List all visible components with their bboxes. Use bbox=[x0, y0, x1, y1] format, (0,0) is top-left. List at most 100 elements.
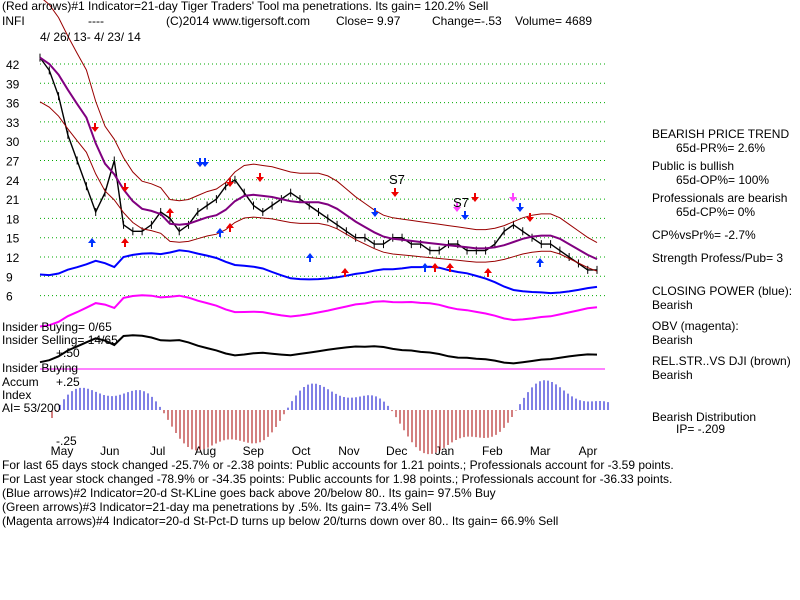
relstr-label: REL.STR..VS DJI (brown) bbox=[652, 354, 791, 368]
distribution-label: Bearish Distribution bbox=[652, 410, 757, 424]
footer-blue-arrows: (Blue arrows)#2 Indicator=20-d St-KLine … bbox=[2, 486, 496, 500]
y-tick-label: 18 bbox=[6, 212, 20, 226]
insider-selling: Insider Selling= 14/65 bbox=[2, 333, 118, 347]
down-arrow-head bbox=[526, 217, 534, 222]
up-arrow-head bbox=[226, 223, 234, 228]
relstr-value: Bearish bbox=[652, 368, 693, 382]
y-tick-label: 39 bbox=[6, 77, 20, 91]
x-month-label: Dec bbox=[386, 444, 407, 458]
x-month-label: Aug bbox=[195, 444, 216, 458]
y-tick-label: 15 bbox=[6, 232, 20, 246]
ticker-symbol: INFI bbox=[2, 14, 25, 28]
x-month-label: Feb bbox=[482, 444, 503, 458]
y-tick-label: 30 bbox=[6, 135, 20, 149]
down-arrow-head bbox=[91, 127, 99, 132]
up-arrow-head bbox=[431, 263, 439, 268]
y-tick-label: 9 bbox=[6, 270, 13, 284]
signal-arrows bbox=[88, 123, 544, 277]
y-tick-label: 21 bbox=[6, 193, 20, 207]
insider-buying-label: Insider Buying bbox=[2, 361, 79, 375]
accum-plus25: +.25 bbox=[56, 375, 80, 389]
volume-value: Volume= 4689 bbox=[515, 14, 593, 28]
close-value: Close= 9.97 bbox=[336, 14, 401, 28]
down-arrow-head bbox=[201, 162, 209, 167]
op-value: 65d-OP%= 100% bbox=[676, 173, 770, 187]
ip-value: IP= -.209 bbox=[676, 422, 726, 436]
change-value: Change=-.53 bbox=[432, 14, 502, 28]
upper-band bbox=[43, 0, 598, 244]
footer-year: For Last year stock changed -78.9% or -3… bbox=[2, 472, 673, 486]
x-axis-months: May Jun Jul Aug Sep Oct Nov Dec Jan Feb Mar Apr bbox=[51, 444, 598, 458]
ma-line bbox=[39, 56, 598, 261]
prof-bearish: Professionals are bearish bbox=[652, 191, 788, 205]
s7-annotation: S7 bbox=[453, 195, 469, 210]
y-tick-label: 24 bbox=[6, 174, 20, 188]
footer-green-arrows: (Green arrows)#3 Indicator=21-day ma pen… bbox=[2, 500, 432, 514]
index-label: Index bbox=[2, 388, 32, 402]
header-indicator-line: (Red arrows)#1 Indicator=21-day Tiger Tr… bbox=[2, 0, 489, 13]
y-tick-label: 12 bbox=[6, 251, 20, 265]
down-arrow-head bbox=[509, 197, 517, 202]
trend-label: BEARISH PRICE TREND bbox=[652, 127, 790, 141]
strength-value: Strength Profess/Pub= 3 bbox=[652, 251, 784, 265]
accum-label: Accum bbox=[2, 375, 39, 389]
obv-line bbox=[39, 294, 598, 328]
date-range: 4/ 26/ 13- 4/ 23/ 14 bbox=[40, 30, 141, 44]
up-arrow-head bbox=[484, 268, 492, 273]
price-gridlines bbox=[40, 63, 605, 297]
pr-value: 65d-PR%= 2.6% bbox=[676, 141, 766, 155]
x-month-label: Sep bbox=[243, 444, 265, 458]
public-bullish: Public is bullish bbox=[652, 159, 735, 173]
lower-band bbox=[39, 101, 598, 272]
header-dashes: ---- bbox=[88, 14, 104, 28]
footer-magenta-arrows: (Magenta arrows)#4 Indicator=20-d St-Pct… bbox=[2, 514, 559, 528]
closing-power-label: CLOSING POWER (blue): bbox=[652, 284, 793, 298]
x-month-label: Jul bbox=[150, 444, 165, 458]
y-tick-label: 6 bbox=[6, 290, 13, 304]
copyright-text: (C)2014 www.tigersoft.com bbox=[166, 14, 311, 28]
down-arrow-head bbox=[256, 177, 264, 182]
obv-value: Bearish bbox=[652, 333, 693, 347]
up-arrow-head bbox=[306, 253, 314, 258]
insider-buying-fraction: Insider Buying= 0/65 bbox=[2, 320, 112, 334]
accum-index-bars bbox=[51, 380, 609, 455]
y-tick-label: 33 bbox=[6, 116, 20, 130]
y-tick-label: 27 bbox=[6, 155, 20, 169]
x-month-label: Jun bbox=[100, 444, 119, 458]
down-arrow-head bbox=[391, 192, 399, 197]
up-arrow-head bbox=[446, 263, 454, 268]
y-axis-ticks: 42 39 36 33 30 27 24 21 18 15 12 9 6 bbox=[6, 58, 20, 304]
down-arrow-head bbox=[226, 182, 234, 187]
ai-value: AI= 53/200 bbox=[2, 401, 61, 415]
down-arrow-head bbox=[471, 197, 479, 202]
down-arrow-head bbox=[453, 207, 461, 212]
up-arrow-head bbox=[536, 258, 544, 263]
accum-plus50: +.50 bbox=[56, 346, 80, 360]
accum-minus25: -.25 bbox=[56, 434, 77, 448]
down-arrow-head bbox=[371, 212, 379, 217]
down-arrow-head bbox=[516, 207, 524, 212]
up-arrow-head bbox=[421, 263, 429, 268]
closing-power-value: Bearish bbox=[652, 298, 693, 312]
y-tick-label: 36 bbox=[6, 97, 20, 111]
down-arrow-head bbox=[461, 215, 469, 220]
down-arrow-head bbox=[121, 187, 129, 192]
x-month-label: Mar bbox=[530, 444, 551, 458]
up-arrow-head bbox=[341, 268, 349, 273]
x-month-label: Nov bbox=[338, 444, 359, 458]
obv-label: OBV (magenta): bbox=[652, 319, 739, 333]
s7-annotation: S7 bbox=[389, 172, 405, 187]
up-arrow-head bbox=[216, 228, 224, 233]
price-series bbox=[39, 0, 598, 274]
footer-65day: For last 65 days stock changed -25.7% or… bbox=[2, 458, 674, 472]
y-tick-label: 42 bbox=[6, 58, 20, 72]
x-month-label: May bbox=[51, 444, 74, 458]
up-arrow-head bbox=[166, 208, 174, 213]
x-month-label: Jan bbox=[435, 444, 454, 458]
up-arrow-head bbox=[88, 238, 96, 243]
up-arrow-head bbox=[121, 238, 129, 243]
price-line bbox=[39, 57, 597, 271]
indicator-panels bbox=[39, 249, 605, 370]
cp-value: 65d-CP%= 0% bbox=[676, 205, 756, 219]
